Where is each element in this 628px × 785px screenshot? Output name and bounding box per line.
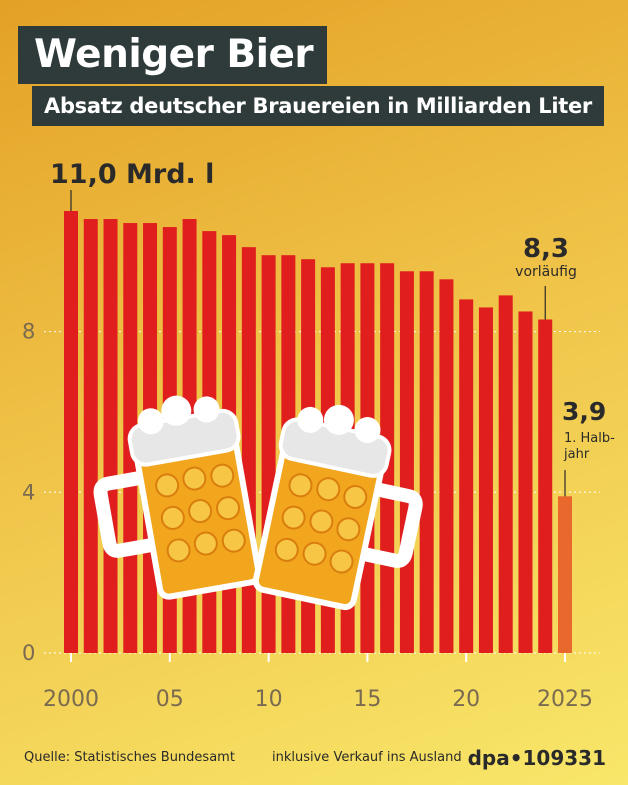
y-tick-label: 8 [22,320,35,344]
annotation-value: 8,3 [523,234,569,264]
bar [518,311,533,653]
source-note: Quelle: Statistisches Bundesamt [24,750,235,765]
bar [538,319,553,653]
bar [478,307,493,653]
bar [498,295,513,653]
annotation-value: 11,0 Mrd. l [50,159,214,190]
x-tick-label: 10 [255,687,283,712]
bar [419,271,434,653]
bar [241,247,256,653]
bar-chart: 0 4 8 2000 05 10 15 20 2025 [22,159,615,712]
bar [103,219,118,653]
y-tick-label: 0 [22,641,35,665]
annotation-value: 3,9 [562,397,606,426]
chart-subtitle: Absatz deutscher Brauereien in Milliarde… [32,86,604,126]
bar [558,496,572,653]
x-tick-label: 15 [353,687,381,712]
x-tick-label: 2025 [537,687,593,712]
bar [64,211,78,653]
dpa-logo: dpa•109331 [467,746,606,770]
footnote: inklusive Verkauf ins Ausland [272,750,462,765]
beer-mugs-icon [93,395,423,611]
x-tick-label: 20 [452,687,480,712]
bar [399,271,414,653]
x-axis-ticks: 2000 05 10 15 20 2025 [43,653,593,712]
y-tick-label: 4 [22,480,35,504]
x-tick-label: 05 [156,687,184,712]
chart-title: Weniger Bier [18,26,328,84]
x-tick-label: 2000 [43,687,99,712]
bar [439,279,454,653]
annotation-note: 1. Halb- [564,431,615,446]
y-axis-ticks: 0 4 8 [22,320,35,665]
annotation-note: jahr [563,447,590,462]
bar [459,299,474,653]
bar [83,219,98,653]
annotation-note: vorläufig [515,264,577,280]
